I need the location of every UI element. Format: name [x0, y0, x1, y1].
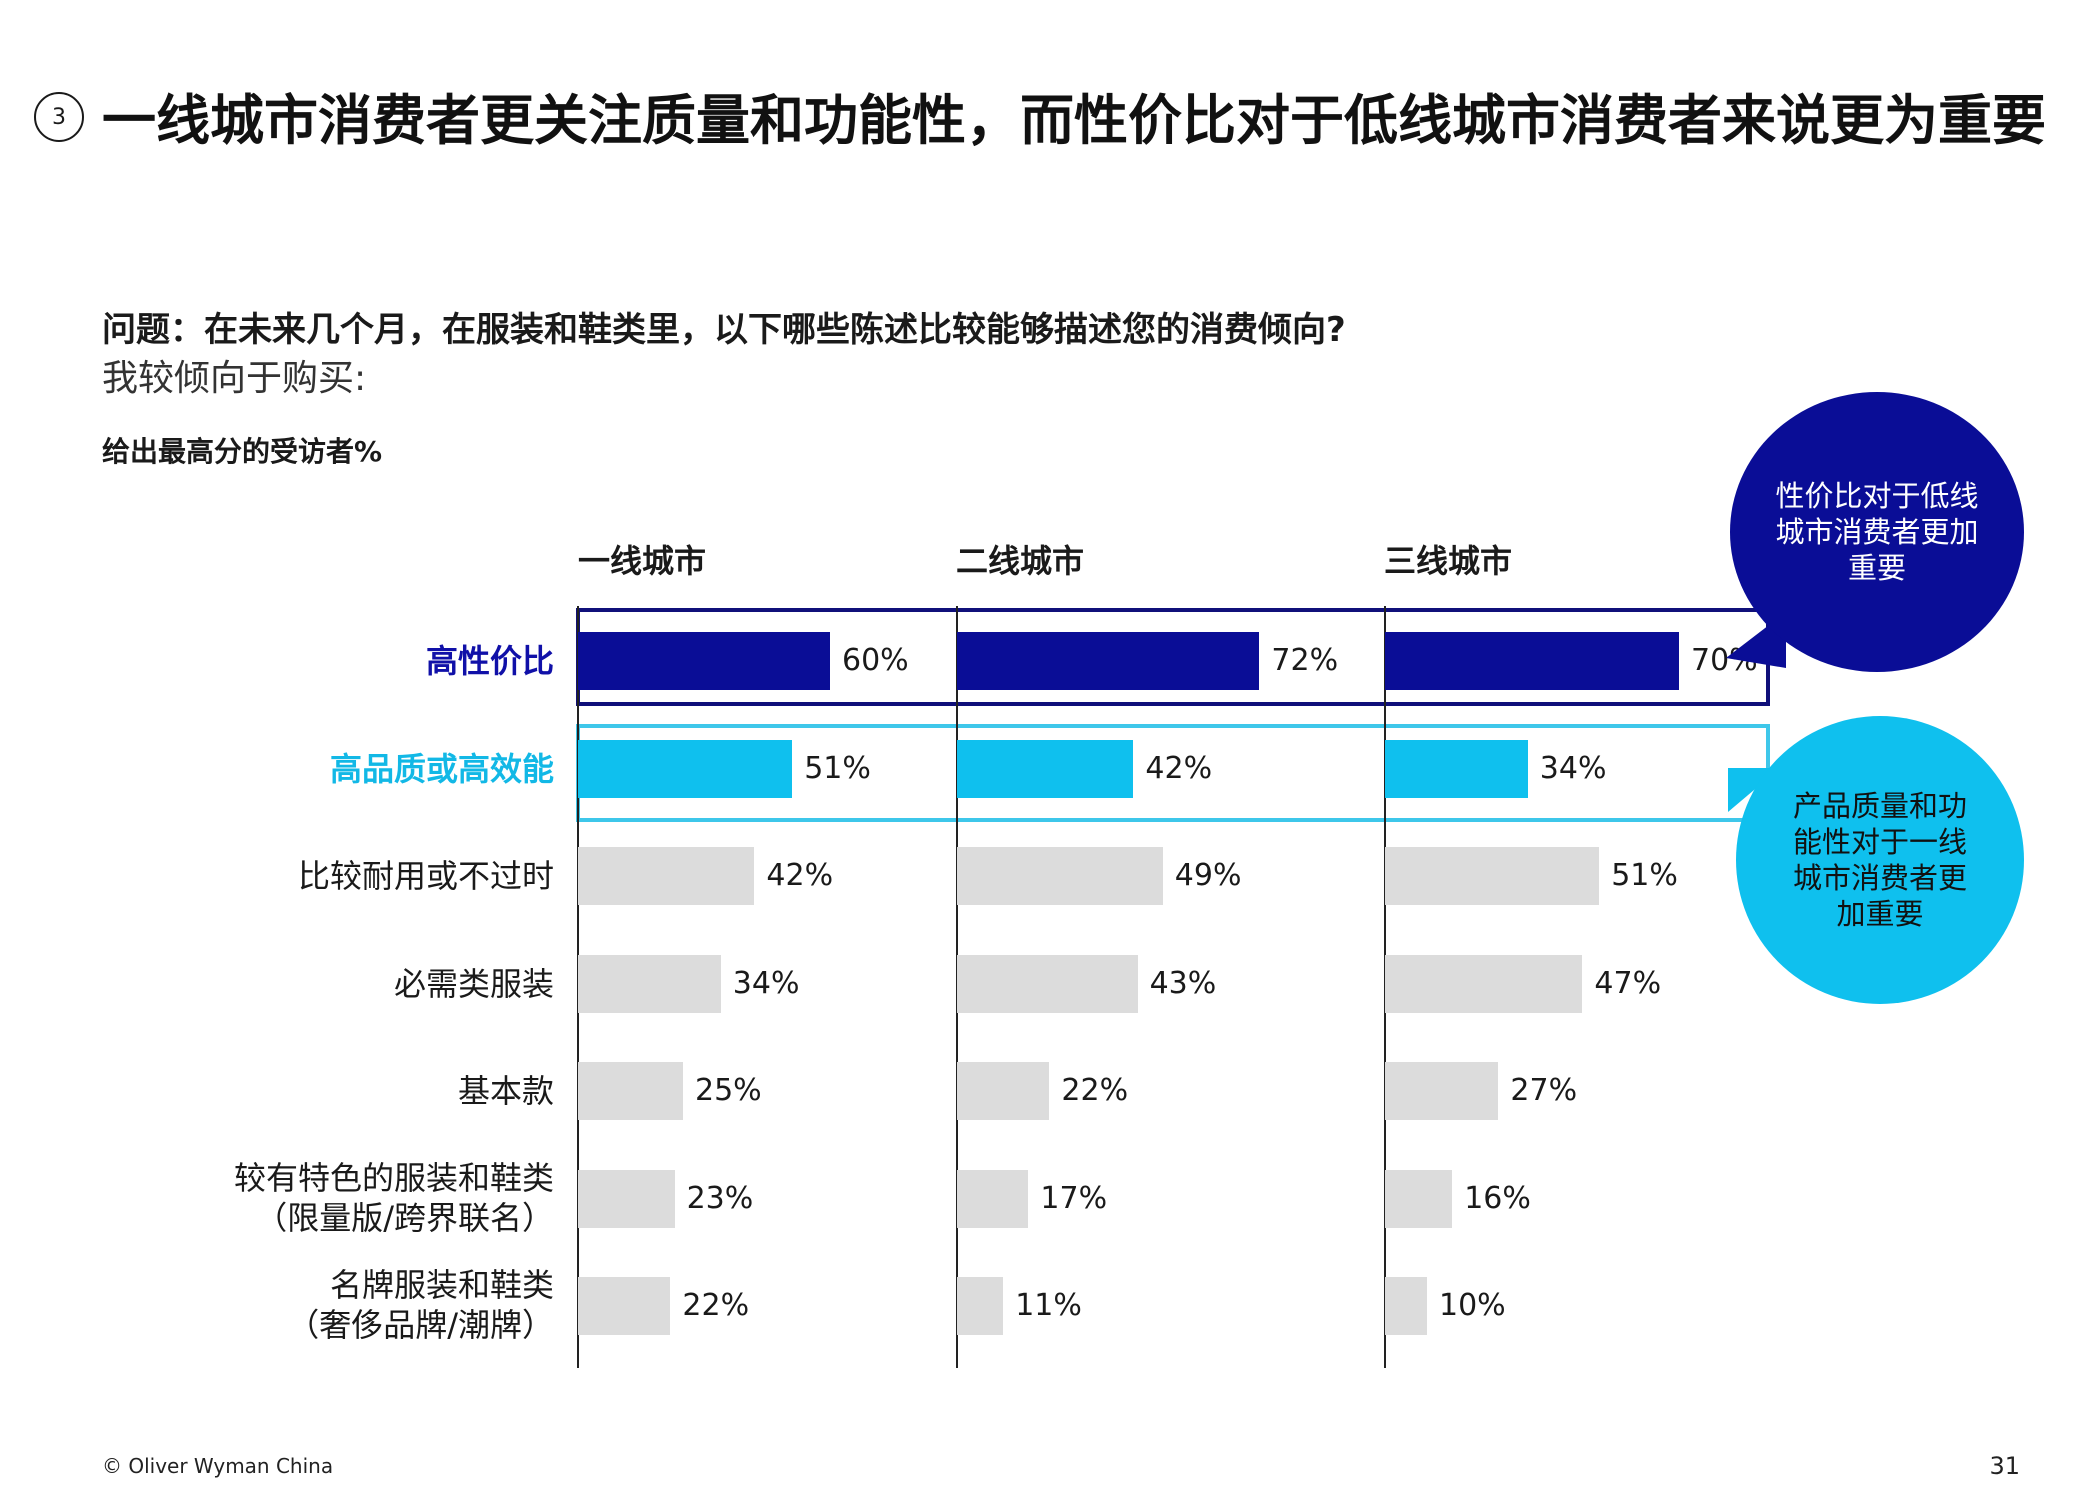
page-number: 31: [1989, 1452, 2020, 1480]
bar-value-label: 27%: [1510, 1073, 1578, 1108]
bar-value-label: 47%: [1594, 965, 1662, 1001]
bar-value-label: 60%: [842, 643, 909, 678]
bar: [578, 1062, 683, 1120]
bar: [957, 739, 1134, 798]
bar: [1385, 632, 1679, 690]
copyright-footer: © Oliver Wyman China: [102, 1454, 334, 1478]
bar-value-label: 10%: [1439, 1288, 1506, 1323]
category-label: 名牌服装和鞋类 （奢侈品牌/潮牌）: [154, 1265, 554, 1345]
question-text: 问题：在未来几个月，在服装和鞋类里，以下哪些陈述比较能够描述您的消费倾向?: [102, 310, 1346, 350]
bar-value-label: 25%: [695, 1073, 762, 1108]
bar: [578, 954, 721, 1013]
category-label-line1: 名牌服装和鞋类: [329, 1266, 554, 1304]
bar-value-label: 51%: [804, 750, 871, 786]
bar: [1385, 847, 1600, 905]
bar-value-label: 49%: [1174, 858, 1242, 893]
bar: [578, 1277, 671, 1335]
bar: [578, 632, 830, 690]
category-label: 比较耐用或不过时: [154, 856, 554, 896]
category-label-line1: 较有特色的服装和鞋类: [233, 1158, 554, 1197]
category-label: 高品质或高效能: [154, 749, 554, 789]
bar: [957, 954, 1138, 1013]
bar: [578, 1169, 675, 1228]
category-label-line1: 必需类服装: [393, 964, 554, 1003]
bar: [578, 847, 755, 905]
bar-value-label: 11%: [1015, 1288, 1082, 1323]
callout-bubble-quality: 产品质量和功 能性对于一线 城市消费者更 加重要: [1736, 716, 2024, 1004]
bar-value-label: 34%: [1539, 750, 1607, 786]
bar-value-label: 17%: [1040, 1180, 1108, 1216]
bar: [957, 1169, 1029, 1228]
slide-title: 一线城市消费者更关注质量和功能性，而性价比对于低线城市消费者来说更为重要: [102, 89, 2046, 152]
bar-value-label: 34%: [732, 965, 800, 1001]
bar-value-label: 16%: [1464, 1180, 1531, 1216]
callout-text-value: 性价比对于低线 城市消费者更加 重要: [1775, 479, 1979, 585]
bar-value-label: 42%: [766, 858, 834, 893]
question-subtext: 我较倾向于购买:: [102, 358, 367, 399]
category-label-line1: 高品质或高效能: [329, 749, 554, 788]
bar-value-label: 22%: [682, 1288, 750, 1323]
panel-header-tier1: 一线城市: [578, 542, 707, 580]
panel-header-tier3: 三线城市: [1384, 542, 1513, 580]
category-label-line1: 基本款: [457, 1072, 554, 1110]
bar: [578, 739, 793, 798]
category-label-line1: 高性价比: [425, 642, 554, 680]
bar: [1385, 1277, 1427, 1335]
callout-text-quality: 产品质量和功 能性对于一线 城市消费者更 加重要: [1792, 789, 1967, 931]
category-label: 必需类服装: [154, 964, 554, 1004]
bar: [1385, 739, 1528, 798]
bar: [957, 1062, 1050, 1120]
slide-number-badge: 3: [34, 92, 84, 142]
category-label-line2: （限量版/跨界联名）: [255, 1198, 554, 1237]
bar-value-label: 23%: [686, 1180, 754, 1216]
bar: [1385, 954, 1583, 1013]
category-label-line2: （奢侈品牌/潮牌）: [287, 1306, 554, 1344]
bar-value-label: 42%: [1145, 750, 1213, 786]
bar: [1385, 1169, 1453, 1228]
bar: [1385, 1062, 1499, 1120]
bar-value-label: 43%: [1149, 965, 1217, 1001]
category-label: 高性价比: [154, 641, 554, 681]
category-label-line1: 比较耐用或不过时: [297, 857, 554, 895]
category-label: 较有特色的服装和鞋类 （限量版/跨界联名）: [154, 1158, 554, 1238]
panel-header-tier2: 二线城市: [956, 542, 1085, 580]
bar: [957, 632, 1260, 690]
bar: [957, 847, 1163, 905]
callout-bubble-value: 性价比对于低线 城市消费者更加 重要: [1730, 392, 2024, 672]
category-label: 基本款: [154, 1071, 554, 1111]
bar: [957, 1277, 1004, 1335]
measure-label: 给出最高分的受访者%: [102, 435, 383, 468]
bar-value-label: 72%: [1271, 643, 1339, 678]
bar-value-label: 51%: [1611, 858, 1678, 893]
bar-value-label: 22%: [1061, 1073, 1129, 1108]
